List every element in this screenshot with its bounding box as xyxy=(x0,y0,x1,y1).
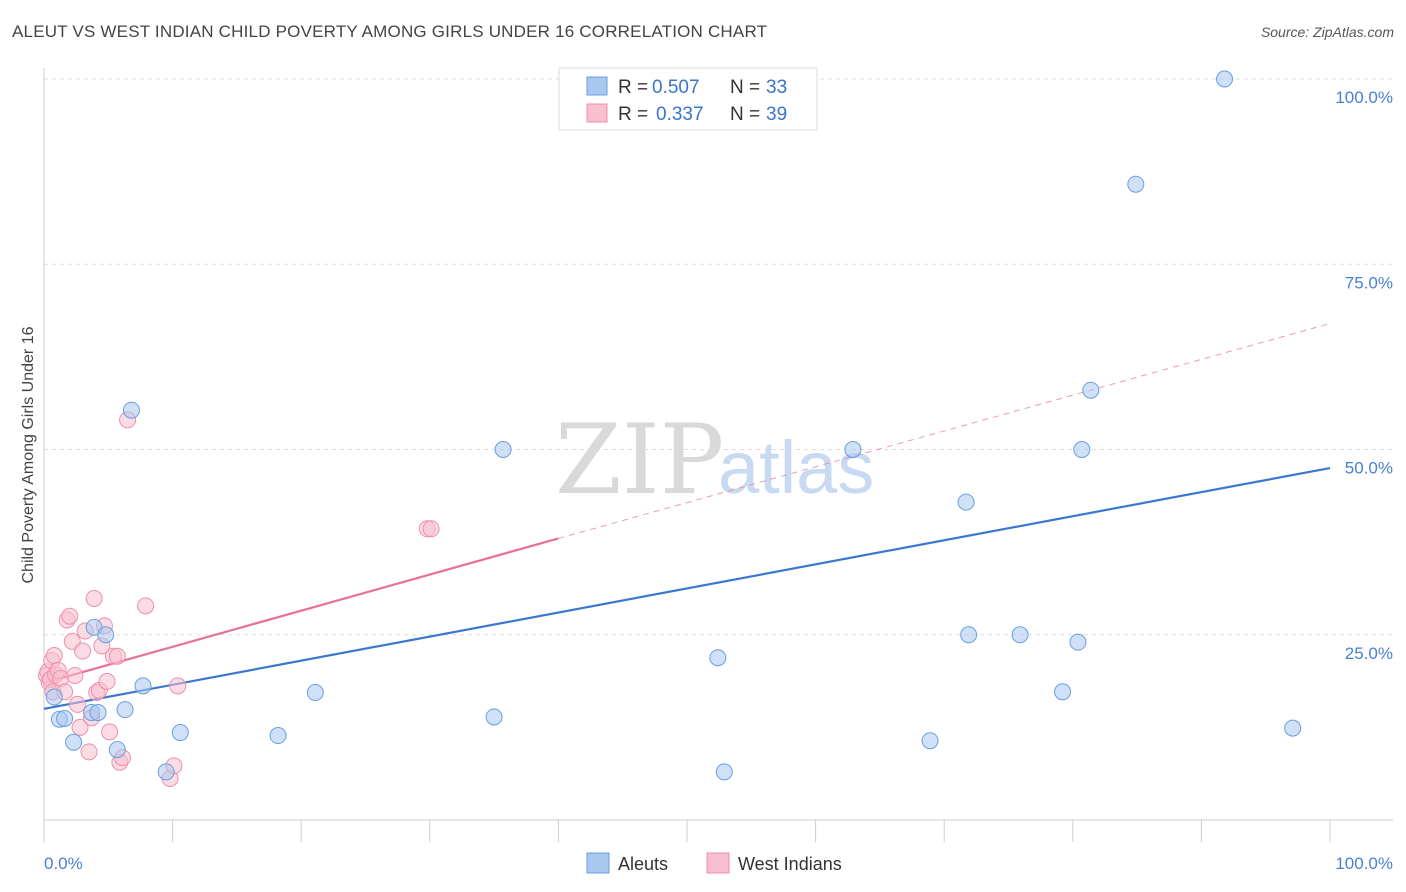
chart-title: ALEUT VS WEST INDIAN CHILD POVERTY AMONG… xyxy=(12,22,768,41)
point-aleuts-2 xyxy=(56,709,74,727)
watermark-zip: ZIP xyxy=(555,404,724,516)
point-west-indians-21 xyxy=(85,589,103,607)
data-points xyxy=(38,70,1302,788)
trend-line-west-indians xyxy=(43,537,559,684)
point-west-indians-17 xyxy=(74,642,92,660)
legend-r-value-1: 0.337 xyxy=(656,104,704,125)
legend-n-label-0: N = xyxy=(730,77,760,98)
trend-line-aleuts xyxy=(43,466,1331,710)
point-aleuts-20 xyxy=(844,441,862,458)
y-tick-label-0: 25.0% xyxy=(1345,644,1393,663)
x-tick-label-1: 100.0% xyxy=(1335,854,1393,873)
y-tick-label-1: 50.0% xyxy=(1345,459,1393,478)
point-aleuts-14 xyxy=(269,727,287,745)
watermark: ZIP atlas xyxy=(555,404,874,516)
trend-line-west-indians-extension xyxy=(558,323,1331,539)
point-aleuts-26 xyxy=(1069,633,1087,651)
point-west-indians-19 xyxy=(80,743,98,761)
legend-r-label-0: R = xyxy=(618,77,648,98)
bottom-legend: Aleuts West Indians xyxy=(586,852,842,874)
y-axis-title: Child Poverty Among Girls Under 16 xyxy=(20,326,37,583)
legend-swatch-west-indians xyxy=(586,103,608,123)
point-aleuts-9 xyxy=(108,741,126,759)
point-west-indians-29 xyxy=(108,647,126,665)
grid-lines xyxy=(44,78,1393,636)
legend-r-value-0: 0.507 xyxy=(652,77,700,98)
legend-r-label-1: R = xyxy=(618,104,648,125)
axes xyxy=(43,68,1393,842)
point-west-indians-12 xyxy=(61,607,79,625)
point-aleuts-25 xyxy=(1054,683,1072,701)
legend: R = 0.507 N = 33 R = 0.337 N = 39 xyxy=(558,67,818,131)
source-label: Source: ZipAtlas.com xyxy=(1260,24,1394,40)
point-aleuts-18 xyxy=(709,649,727,667)
point-aleuts-16 xyxy=(485,708,503,726)
point-aleuts-12 xyxy=(157,763,175,781)
point-west-indians-16 xyxy=(71,718,89,736)
legend-swatch-aleuts xyxy=(586,76,608,96)
point-aleuts-0 xyxy=(45,688,63,706)
point-west-indians-38 xyxy=(422,520,440,538)
point-aleuts-24 xyxy=(1011,626,1029,644)
point-aleuts-8 xyxy=(116,701,134,719)
point-aleuts-3 xyxy=(65,733,83,751)
point-aleuts-29 xyxy=(1127,175,1145,193)
point-aleuts-19 xyxy=(715,763,733,781)
legend-n-value-1: 39 xyxy=(766,104,787,125)
tick-labels: 25.0% 50.0% 75.0% 100.0% 0.0% 100.0% xyxy=(44,88,1393,873)
point-aleuts-27 xyxy=(1073,441,1091,458)
point-aleuts-5 xyxy=(89,704,107,722)
y-tick-label-3: 100.0% xyxy=(1335,88,1393,107)
point-west-indians-26 xyxy=(98,672,116,690)
point-aleuts-13 xyxy=(171,724,189,742)
x-tick-label-0: 0.0% xyxy=(44,854,83,873)
point-aleuts-11 xyxy=(122,401,140,419)
legend-n-value-0: 33 xyxy=(766,77,787,98)
bottom-legend-west-indians: West Indians xyxy=(738,854,842,874)
point-aleuts-28 xyxy=(1082,381,1100,399)
point-aleuts-23 xyxy=(960,626,978,644)
legend-n-label-1: N = xyxy=(730,104,760,125)
point-aleuts-21 xyxy=(921,732,939,750)
point-west-indians-36 xyxy=(169,677,187,695)
bottom-legend-swatch-west-indians xyxy=(706,852,730,874)
point-west-indians-14 xyxy=(66,667,84,685)
y-tick-label-2: 75.0% xyxy=(1345,273,1393,292)
point-west-indians-27 xyxy=(101,723,119,741)
bottom-legend-aleuts: Aleuts xyxy=(618,854,668,874)
watermark-atlas: atlas xyxy=(718,426,874,509)
point-aleuts-30 xyxy=(1216,70,1234,88)
point-aleuts-10 xyxy=(134,677,152,695)
point-aleuts-7 xyxy=(97,626,115,644)
point-west-indians-33 xyxy=(137,597,155,615)
point-west-indians-15 xyxy=(68,695,86,713)
point-aleuts-17 xyxy=(494,441,512,458)
point-aleuts-31 xyxy=(1284,719,1302,737)
bottom-legend-swatch-aleuts xyxy=(586,852,610,874)
trend-lines xyxy=(43,323,1331,710)
point-west-indians-6 xyxy=(45,646,63,664)
point-aleuts-22 xyxy=(957,493,975,511)
point-aleuts-15 xyxy=(306,684,324,702)
